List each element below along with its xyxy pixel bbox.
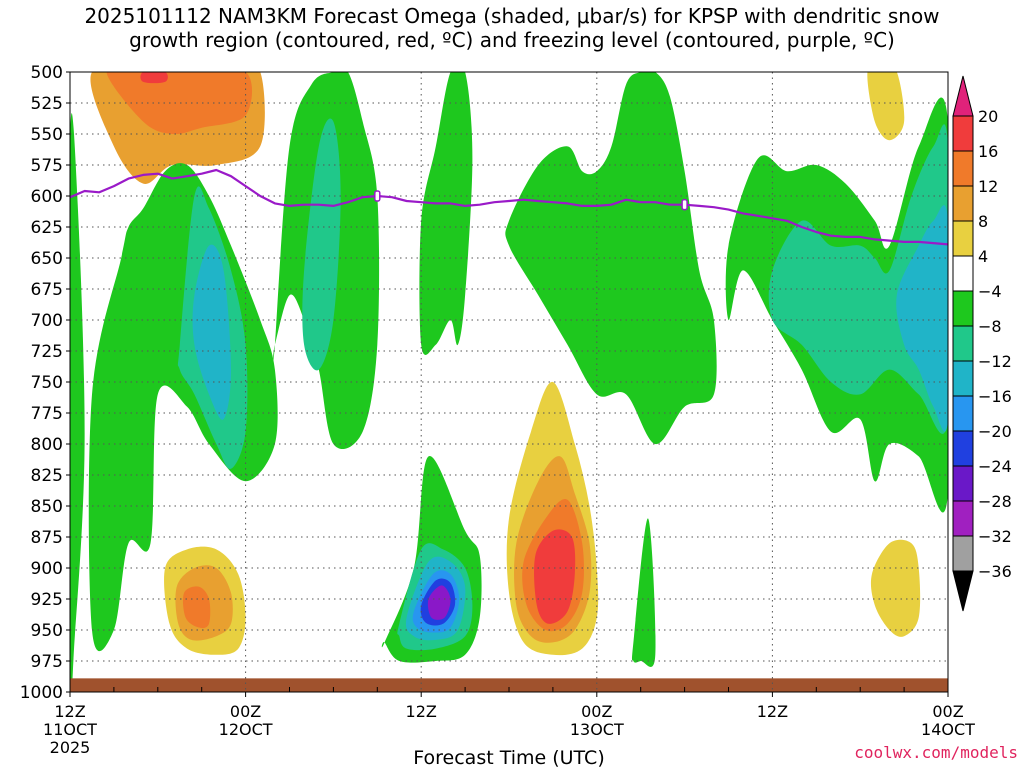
colorbar-label-8: −16 — [978, 387, 1012, 406]
colorbar-bin-10 — [952, 430, 974, 467]
colorbar-bin-8 — [952, 360, 974, 397]
colorbar-top-arrow — [952, 75, 974, 117]
omega-region-27 — [534, 529, 576, 624]
x-tick-time-5: 00Z — [932, 702, 963, 721]
y-tick-label-575: 575 — [31, 156, 63, 176]
y-tick-label-875: 875 — [31, 528, 63, 548]
y-tick-label-700: 700 — [31, 311, 63, 331]
omega-shading — [70, 72, 948, 692]
omega-region-10 — [631, 518, 656, 667]
omega-region-16 — [896, 205, 948, 432]
colorbar-bin-12 — [952, 500, 974, 537]
colorbar-label-2: 12 — [978, 177, 998, 196]
colorbar-bin-3 — [952, 185, 974, 222]
colorbar-label-11: −28 — [978, 492, 1012, 511]
colorbar-bin-6 — [952, 290, 974, 327]
x-axis-label: Forecast Time (UTC) — [413, 747, 604, 768]
x-tick-date-3: 13OCT — [570, 720, 624, 739]
omega-region-29 — [867, 72, 905, 141]
x-tick-date-0: 11OCT — [43, 720, 97, 739]
colorbar-bin-11 — [952, 465, 974, 502]
omega-region-3 — [70, 113, 85, 692]
colorbar-label-6: −8 — [978, 317, 1002, 336]
colorbar-label-13: −36 — [978, 562, 1012, 581]
x-tick-date-5: 14OCT — [921, 720, 975, 739]
y-tick-label-600: 600 — [31, 187, 63, 207]
x-tick-date-1: 12OCT — [219, 720, 273, 739]
freezing-level-label-1 — [681, 198, 688, 211]
credit-link[interactable]: coolwx.com/models — [854, 743, 1018, 762]
y-tick-label-1000: 1000 — [20, 683, 63, 703]
y-tick-label-900: 900 — [31, 559, 63, 579]
colorbar-bottom-arrow — [952, 570, 974, 612]
omega-region-15 — [192, 244, 231, 420]
colorbar-label-5: −4 — [978, 282, 1002, 301]
colorbar-bin-9 — [952, 395, 974, 432]
omega-region-20 — [427, 585, 451, 620]
x-tick-time-4: 12Z — [757, 702, 788, 721]
y-tick-label-825: 825 — [31, 466, 63, 486]
title-line-1: 2025101112 NAM3KM Forecast Omega (shaded… — [84, 4, 940, 28]
omega-region-13 — [768, 124, 948, 434]
y-tick-label-650: 650 — [31, 249, 63, 269]
y-tick-label-500: 500 — [31, 63, 63, 83]
colorbar-label-1: 16 — [978, 142, 998, 161]
y-tick-label-800: 800 — [31, 435, 63, 455]
y-tick-label-975: 975 — [31, 652, 63, 672]
y-tick-label-675: 675 — [31, 280, 63, 300]
x-tick-time-3: 00Z — [581, 702, 612, 721]
colorbar-label-3: 8 — [978, 212, 988, 231]
freezing-level-line — [70, 168, 948, 246]
colorbar-label-12: −32 — [978, 527, 1012, 546]
colorbar-label-10: −24 — [978, 457, 1012, 476]
y-tick-label-725: 725 — [31, 342, 63, 362]
colorbar-bin-13 — [952, 535, 974, 572]
y-tick-label-625: 625 — [31, 218, 63, 238]
omega-region-23 — [182, 586, 211, 629]
y-tick-label-750: 750 — [31, 373, 63, 393]
omega-region-7 — [505, 72, 717, 445]
y-tick-label-550: 550 — [31, 125, 63, 145]
colorbar-bin-5 — [952, 255, 974, 292]
x-tick-time-2: 12Z — [406, 702, 437, 721]
x-tick-time-1: 00Z — [230, 702, 261, 721]
colorbar-bin-2 — [952, 150, 974, 187]
colorbar-label-0: 20 — [978, 107, 998, 126]
freezing-level-label-0 — [374, 190, 381, 202]
omega-region-6 — [419, 72, 473, 355]
colorbar-label-9: −20 — [978, 422, 1012, 441]
omega-region-2 — [140, 72, 168, 84]
colorbar: 20 16 12 8 4 −4 −8 −12 −16 −20 −24 −28 −32 −36 — [952, 75, 1012, 612]
x-tick-time-0: 12Z — [54, 702, 85, 721]
colorbar-bin-1 — [952, 115, 974, 152]
colorbar-label-4: 4 — [978, 247, 988, 266]
x-tick-year-0: 2025 — [50, 738, 91, 757]
y-axis: 500 525 550 575 600 625 650 675 700 725 750 775 800 8… — [20, 63, 70, 703]
omega-region-1 — [106, 72, 253, 135]
y-tick-label-525: 525 — [31, 94, 63, 114]
colorbar-bin-4 — [952, 220, 974, 257]
y-tick-label-950: 950 — [31, 621, 63, 641]
colorbar-bin-7 — [952, 325, 974, 362]
chart-title: 2025101112 NAM3KM Forecast Omega (shaded… — [0, 4, 1024, 52]
y-tick-label-850: 850 — [31, 497, 63, 517]
omega-region-12 — [302, 118, 341, 371]
omega-region-28 — [870, 539, 921, 637]
freezing-level — [70, 168, 948, 246]
title-line-2: growth region (contoured, red, ºC) and f… — [129, 28, 895, 52]
colorbar-label-7: −12 — [978, 352, 1012, 371]
y-tick-label-775: 775 — [31, 404, 63, 424]
y-tick-label-925: 925 — [31, 590, 63, 610]
